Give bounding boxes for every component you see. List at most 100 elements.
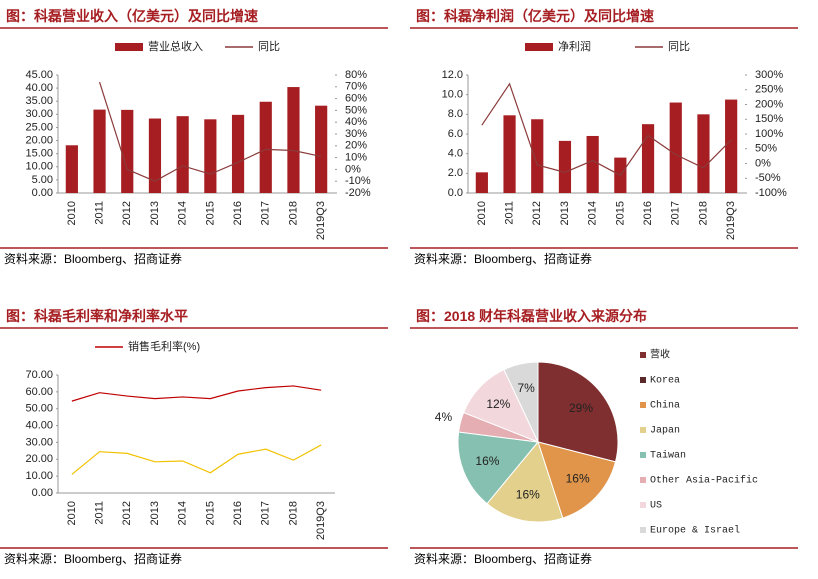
bar: [287, 87, 300, 193]
legend-label: Other Asia-Pacific: [650, 475, 758, 487]
bar: [65, 145, 78, 193]
y-tick-label: 0.00: [32, 187, 53, 199]
y-tick-label: 12.0: [442, 69, 463, 81]
x-tick-label: 2011: [93, 201, 105, 225]
pie-slice: [537, 441, 617, 519]
pie-slice: [457, 431, 539, 505]
x-tick-label: 2010: [476, 201, 488, 225]
bar: [475, 172, 488, 193]
legend-swatch: [640, 452, 646, 458]
legend-label: Japan: [650, 426, 680, 437]
x-tick-label: 2019Q3: [315, 201, 327, 240]
y2-tick-label: 150%: [755, 113, 783, 125]
legend-swatch: [640, 377, 646, 383]
y2-tick-label: -20%: [345, 187, 371, 199]
slice-label: 7%: [517, 381, 535, 395]
pie-slice: [537, 361, 619, 463]
x-tick-label: 2016: [232, 201, 244, 225]
x-tick-label: 2015: [204, 501, 216, 525]
pie-slice: [503, 361, 539, 443]
x-tick-label: 2014: [177, 501, 189, 525]
pie-slice: [486, 440, 564, 523]
bar: [641, 124, 655, 193]
y2-tick-label: 40%: [345, 116, 367, 128]
legend-swatch: [525, 43, 553, 51]
x-tick-label: 2012: [531, 201, 543, 225]
x-tick-label: 2011: [503, 201, 515, 225]
y2-tick-label: 20%: [345, 140, 367, 152]
bar: [558, 140, 572, 193]
y-tick-label: 20.00: [25, 134, 53, 146]
y-tick-label: 30.00: [25, 436, 53, 448]
legend-label: 营收: [650, 348, 670, 362]
x-tick-label: 2013: [149, 501, 161, 525]
legend-label: US: [650, 501, 662, 512]
legend-swatch: [640, 352, 646, 358]
x-tick-label: 2011: [93, 501, 105, 525]
x-tick-label: 2010: [66, 201, 78, 225]
x-tick-label: 2015: [614, 201, 626, 225]
legend-swatch: [640, 477, 646, 483]
line: [71, 444, 322, 475]
legend-label: 净利润: [558, 39, 591, 53]
source: 资料来源：Bloomberg、招商证券: [414, 251, 592, 266]
y-tick-label: 10.00: [25, 161, 53, 173]
x-tick-label: 2018: [697, 201, 709, 225]
y-tick-label: 20.00: [25, 453, 53, 465]
y-tick-label: 60.00: [25, 386, 53, 398]
source: 资料来源：Bloomberg、招商证券: [414, 551, 592, 566]
bar: [121, 109, 134, 193]
y2-tick-label: 50%: [345, 104, 367, 116]
y-tick-label: 30.00: [25, 108, 53, 120]
x-tick-label: 2014: [587, 201, 599, 225]
bar: [725, 99, 738, 193]
legend-swatch: [640, 402, 646, 408]
y2-tick-label: 100%: [755, 128, 783, 140]
bar: [315, 105, 328, 193]
panel-title: 图：科磊净利润（亿美元）及同比增速: [416, 8, 654, 24]
y2-tick-label: -100%: [755, 187, 787, 199]
bar: [148, 118, 162, 193]
legend-label: 同比: [668, 40, 690, 53]
y2-tick-label: 80%: [345, 69, 367, 81]
x-tick-label: 2019Q3: [725, 201, 737, 240]
bar: [259, 101, 272, 193]
y-tick-label: 5.00: [32, 174, 53, 186]
bar: [697, 114, 710, 193]
y-tick-label: 40.00: [25, 419, 53, 431]
slice-label: 4%: [435, 410, 453, 424]
y-tick-label: 40.00: [25, 82, 53, 94]
x-tick-label: 2013: [149, 201, 161, 225]
line: [481, 82, 732, 177]
y-tick-label: 2.0: [448, 167, 463, 179]
x-tick-label: 2017: [670, 201, 682, 225]
slice-label: 16%: [566, 471, 590, 485]
x-tick-label: 2019Q3: [315, 501, 327, 540]
x-tick-label: 2016: [232, 501, 244, 525]
y-tick-label: 6.0: [448, 128, 463, 140]
x-tick-label: 2010: [66, 501, 78, 525]
y2-tick-label: -10%: [345, 175, 371, 187]
y-tick-label: 35.00: [25, 95, 53, 107]
y2-tick-label: 0%: [755, 157, 771, 169]
bar: [231, 114, 245, 193]
legend-swatch: [640, 527, 646, 533]
x-tick-label: 2017: [260, 201, 272, 225]
bar: [586, 135, 599, 193]
y-tick-label: 45.00: [25, 69, 53, 81]
y-tick-label: 50.00: [25, 403, 53, 415]
y-tick-label: 0.0: [448, 187, 463, 199]
legend-swatch: [640, 502, 646, 508]
y-tick-label: 8.0: [448, 108, 463, 120]
y-tick-label: 70.00: [25, 369, 53, 381]
panel-title: 图：2018 财年科磊营业收入来源分布: [416, 308, 647, 324]
panel-title: 图：科磊毛利率和净利率水平: [6, 308, 188, 324]
y2-tick-label: 50%: [755, 143, 777, 155]
y2-tick-label: 60%: [345, 93, 367, 105]
bar: [503, 115, 516, 193]
legend-label: Europe & Israel: [650, 525, 740, 537]
y2-tick-label: 70%: [345, 81, 367, 93]
y2-tick-label: 30%: [345, 128, 367, 140]
